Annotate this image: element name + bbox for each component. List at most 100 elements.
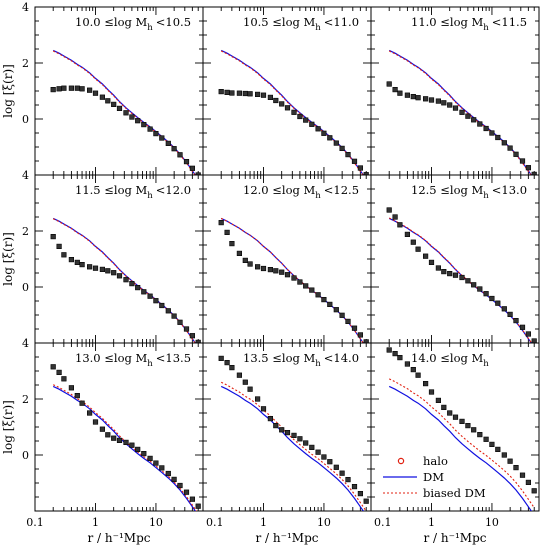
halo-point <box>111 435 117 441</box>
halo-point <box>61 252 67 258</box>
halo-point <box>177 152 183 158</box>
halo-point <box>327 135 333 141</box>
halo-point <box>351 325 358 331</box>
halo-point <box>129 442 135 448</box>
halo-point <box>74 85 80 91</box>
halo-point <box>471 117 477 123</box>
halo-point <box>147 293 153 299</box>
dm-series-line <box>220 217 365 343</box>
halo-point <box>501 306 507 312</box>
halo-point <box>141 450 147 457</box>
dm-series-line <box>388 385 533 511</box>
halo-point <box>177 482 183 489</box>
halo-point <box>483 291 489 297</box>
y-tick-label: 2 <box>22 393 29 406</box>
halo-point <box>291 432 297 439</box>
halo-point <box>531 338 537 343</box>
halo-point <box>339 470 345 476</box>
halo-point <box>50 87 56 93</box>
panel-plot <box>50 364 201 511</box>
halo-point <box>165 308 171 314</box>
halo-point <box>392 350 398 357</box>
legend-halo-symbol <box>397 457 405 465</box>
halo-point <box>333 307 339 313</box>
panel-1: 10.0 ≤log Mh <10.5 <box>34 6 204 176</box>
halo-point <box>415 372 421 378</box>
halo-point <box>61 376 67 382</box>
halo-point <box>459 109 465 115</box>
halo-point <box>105 432 111 438</box>
halo-point <box>247 261 253 267</box>
y-tick-label: 2 <box>22 57 29 70</box>
halo-point <box>452 272 459 278</box>
panel-title: 13.5 ≤log Mh <14.0 <box>243 351 359 369</box>
halo-point <box>495 446 501 453</box>
y-axis-label: log [ξ(r)] <box>1 400 15 454</box>
halo-point <box>218 89 224 95</box>
halo-point <box>422 253 429 259</box>
halo-point <box>428 259 435 266</box>
halo-point <box>397 222 403 228</box>
halo-point <box>189 165 196 171</box>
panel-grid: 10.0 ≤log Mh <10.5 10.5 ≤log Mh <11.0 11.0 ≤… <box>34 6 540 512</box>
panel-title: 12.5 ≤log Mh <13.0 <box>411 183 527 201</box>
panel-ticks <box>370 342 540 512</box>
halo-point <box>489 295 495 302</box>
halo-point <box>242 90 248 97</box>
halo-point <box>415 246 421 252</box>
x-axis-label: r / h⁻¹Mpc <box>88 531 151 545</box>
panel-frame <box>34 174 204 344</box>
panel-title: 13.0 ≤log Mh <13.5 <box>75 351 191 369</box>
halo-point <box>99 94 105 100</box>
halo-point <box>129 114 135 120</box>
halo-point <box>465 422 471 429</box>
halo-point <box>321 454 327 460</box>
halo-point <box>477 431 483 438</box>
halo-point <box>351 483 358 490</box>
halo-point <box>357 332 364 338</box>
halo-point <box>260 265 267 272</box>
halo-point <box>242 257 248 264</box>
dm-series-line <box>52 385 197 511</box>
halo-point <box>291 275 297 281</box>
halo-point <box>447 270 453 277</box>
halo-point <box>56 243 62 250</box>
halo-point <box>255 91 261 97</box>
halo-point <box>218 220 224 226</box>
panel-ticks <box>370 174 540 344</box>
halo-point <box>345 476 351 483</box>
halo-point <box>87 264 93 270</box>
halo-point <box>229 364 235 371</box>
halo-point <box>471 427 477 433</box>
halo-point <box>309 287 315 293</box>
halo-point <box>267 415 274 422</box>
halo-point <box>297 113 303 120</box>
panel-3: 11.0 ≤log Mh <11.5 <box>370 6 540 176</box>
halo-point <box>321 130 327 136</box>
halo-point <box>284 105 291 111</box>
halo-point <box>519 472 526 478</box>
halo-point <box>129 280 135 287</box>
halo-point <box>159 302 165 309</box>
panel-title: 10.0 ≤log Mh <10.5 <box>75 15 191 33</box>
halo-point <box>441 404 447 411</box>
halo-point <box>189 333 196 339</box>
halo-point <box>483 125 489 132</box>
panel-plot <box>218 49 369 175</box>
panel-ticks <box>202 174 372 344</box>
halo-point <box>229 90 235 96</box>
legend-label-biased-dm: biased DM <box>423 486 486 500</box>
panel-frame <box>370 174 540 344</box>
halo-point <box>147 455 153 462</box>
x-tick-label: 10 <box>485 516 499 529</box>
halo-point <box>339 145 345 152</box>
y-tick-label: 0 <box>22 113 29 126</box>
halo-point <box>56 369 62 376</box>
halo-point <box>273 268 279 274</box>
halo-point <box>153 460 159 466</box>
panel-2: 10.5 ≤log Mh <11.0 <box>202 6 372 176</box>
panel-plot <box>50 49 201 175</box>
halo-point <box>135 118 141 124</box>
halo-point <box>56 86 62 92</box>
